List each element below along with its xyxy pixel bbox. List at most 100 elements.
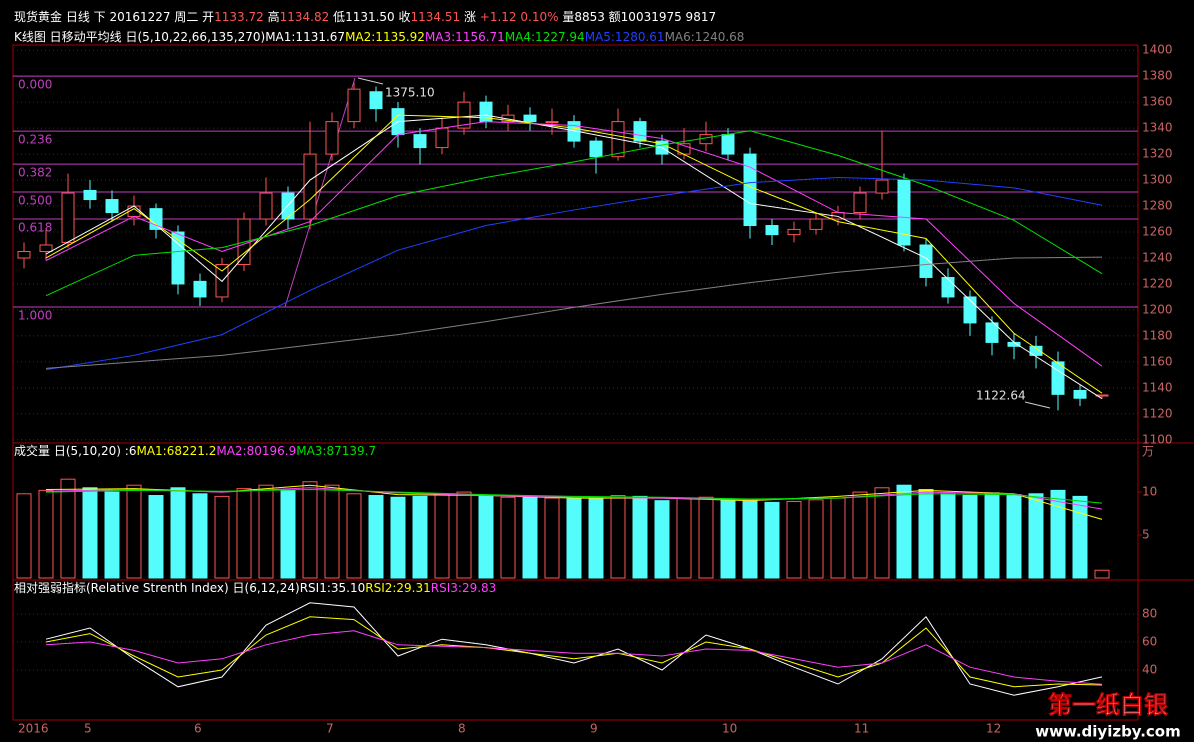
fib-label: 0.382 bbox=[18, 166, 52, 180]
candle-body bbox=[897, 179, 911, 246]
candle-body bbox=[985, 322, 999, 343]
volume-bar bbox=[918, 488, 934, 579]
y-tick-label: 1300 bbox=[1142, 173, 1173, 187]
volume-bar bbox=[566, 498, 582, 579]
x-tick-label: 6 bbox=[194, 722, 202, 736]
candle-body bbox=[523, 114, 537, 123]
volume-bar bbox=[720, 498, 736, 579]
candle-body bbox=[17, 250, 31, 259]
y-tick-label: 1240 bbox=[1142, 250, 1173, 264]
volume-bar bbox=[940, 493, 956, 579]
candle-body bbox=[105, 199, 119, 214]
y-tick-label: 60 bbox=[1142, 635, 1157, 649]
candle-body bbox=[589, 140, 603, 158]
volume-bar bbox=[1094, 569, 1110, 579]
leader bbox=[357, 77, 384, 85]
ma-line bbox=[45, 176, 1103, 371]
candle-body bbox=[171, 231, 185, 285]
candle-body bbox=[919, 244, 933, 278]
candle-body bbox=[1095, 394, 1109, 397]
volume-bar bbox=[126, 484, 142, 579]
rsi-line bbox=[45, 602, 1103, 696]
x-tick-label: 5 bbox=[84, 722, 92, 736]
legend-entry: RSI3:29.83 bbox=[431, 581, 497, 595]
volume-bar bbox=[610, 495, 626, 579]
volume-bar bbox=[434, 494, 450, 579]
volume-bar bbox=[654, 500, 670, 579]
header-item: 1134.82 bbox=[280, 10, 330, 24]
y-tick-label: 10 bbox=[1142, 485, 1157, 499]
ma-line bbox=[45, 114, 1103, 394]
legend-entry: RSI1:35.10 bbox=[300, 581, 366, 595]
volume-ma-line bbox=[45, 488, 1103, 504]
volume-bar bbox=[170, 487, 186, 579]
annotation: 1122.64 bbox=[976, 389, 1026, 403]
x-tick-label: 2016 bbox=[18, 722, 49, 736]
volume-bar bbox=[830, 497, 846, 579]
candle-body bbox=[941, 276, 955, 298]
header-item: 收 bbox=[395, 10, 411, 24]
candle-body bbox=[457, 101, 471, 129]
panel-title: 相对强弱指标(Relative Strenth Index) 日(6,12,24… bbox=[14, 580, 496, 595]
header-item: 高 bbox=[264, 9, 280, 24]
volume-bar bbox=[368, 495, 384, 579]
annotation: 1375.10 bbox=[385, 86, 435, 100]
y-tick-label: 80 bbox=[1142, 607, 1157, 621]
rsi-line bbox=[45, 616, 1103, 688]
ma-line bbox=[45, 114, 1103, 400]
volume-bar bbox=[456, 491, 472, 579]
candle-body bbox=[83, 189, 97, 201]
volume-bar bbox=[302, 481, 318, 579]
candle-body bbox=[303, 153, 317, 220]
legend-entry: MA6:1240.68 bbox=[665, 30, 745, 44]
legend-entry: MA2:1135.92 bbox=[345, 30, 425, 44]
panel-title: 成交量 日(5,10,20) :6MA1:68221.2MA2:80196.9M… bbox=[14, 443, 376, 458]
y-tick-label: 1140 bbox=[1142, 380, 1173, 394]
x-tick-label: 9 bbox=[590, 722, 598, 736]
candle-body bbox=[545, 121, 559, 124]
header-item: 现货黄金 日线 下 20161227 周二 开 bbox=[14, 9, 214, 24]
candle-body bbox=[39, 244, 53, 252]
volume-bar bbox=[1072, 495, 1088, 579]
candle-body bbox=[853, 192, 867, 214]
candle-body bbox=[61, 192, 75, 243]
candle-body bbox=[325, 121, 339, 155]
y-tick-label: 1100 bbox=[1142, 432, 1173, 446]
fib-label: 0.618 bbox=[18, 221, 52, 235]
header-item: 低 bbox=[329, 10, 345, 24]
volume-bar bbox=[16, 493, 32, 579]
header-item: 量8853 额10031975 9817 bbox=[559, 10, 717, 24]
leader bbox=[1024, 401, 1051, 409]
volume-bar bbox=[346, 493, 362, 579]
y-tick-label: 40 bbox=[1142, 663, 1157, 677]
volume-bar bbox=[258, 484, 274, 579]
volume-bar bbox=[412, 495, 428, 579]
candle-body bbox=[369, 91, 383, 110]
volume-bar bbox=[1006, 494, 1022, 579]
candle-body bbox=[875, 179, 889, 194]
y-tick-label: 1400 bbox=[1142, 43, 1173, 57]
frame bbox=[12, 44, 1139, 721]
volume-bar bbox=[1050, 489, 1066, 579]
candle-body bbox=[1029, 345, 1043, 356]
volume-bar bbox=[192, 493, 208, 579]
candle-body bbox=[193, 280, 207, 298]
volume-bar bbox=[676, 497, 692, 579]
y-tick-label: 1220 bbox=[1142, 276, 1173, 290]
fib-label: 0.236 bbox=[18, 133, 52, 147]
candle-body bbox=[149, 208, 163, 230]
volume-bar bbox=[38, 489, 54, 579]
volume-bar bbox=[280, 489, 296, 579]
title-text: K线图 日移动平均线 日(5,10,22,66,135,270) bbox=[14, 30, 265, 44]
candle-body bbox=[633, 121, 647, 142]
ma-line bbox=[45, 121, 1103, 367]
fib-label: 0.000 bbox=[18, 78, 52, 92]
header-item: 涨 bbox=[460, 9, 480, 24]
volume-bar bbox=[324, 484, 340, 579]
header-item: +1.12 0.10% bbox=[480, 10, 559, 24]
header-item: 1133.72 bbox=[214, 10, 264, 24]
y-tick-label: 1120 bbox=[1142, 406, 1173, 420]
legend-entry: MA5:1280.61 bbox=[585, 30, 665, 44]
candle-body bbox=[699, 134, 713, 145]
